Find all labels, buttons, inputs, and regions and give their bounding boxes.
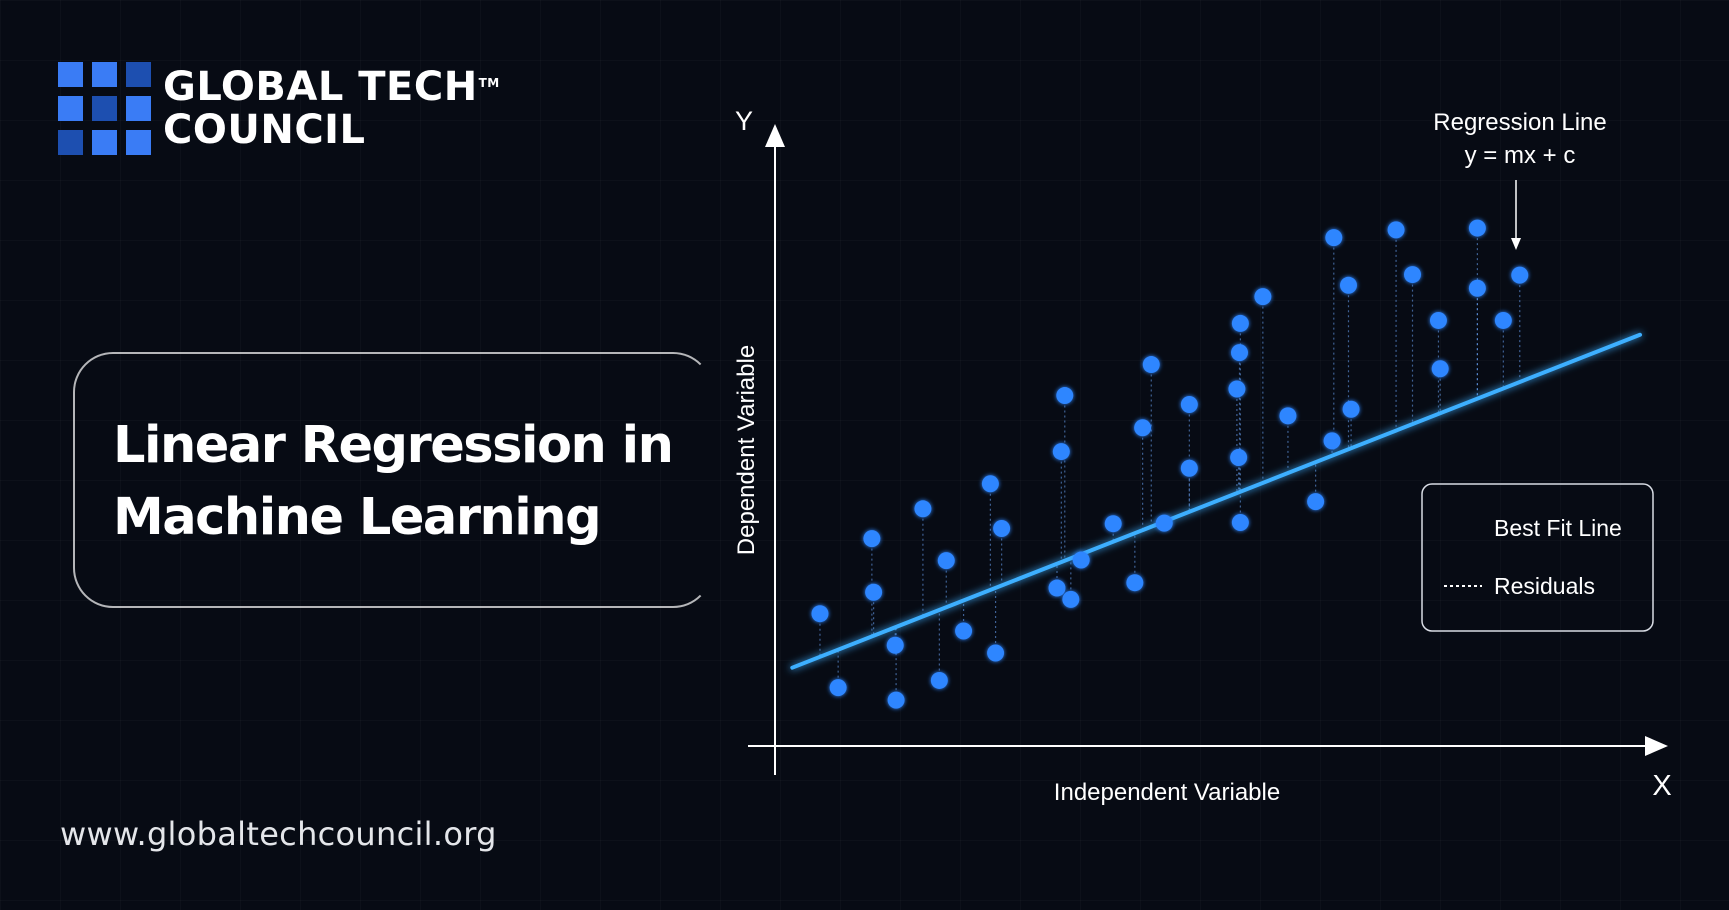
data-point xyxy=(987,644,1005,662)
data-point xyxy=(1134,419,1152,437)
data-point xyxy=(1468,219,1486,237)
x-axis-arrowhead xyxy=(1645,736,1668,756)
data-point xyxy=(1231,514,1249,531)
data-point xyxy=(914,500,932,518)
data-point xyxy=(1072,551,1090,569)
data-point xyxy=(1056,387,1074,405)
x-axis-letter: X xyxy=(1652,770,1671,802)
brand-name-line2: COUNCIL xyxy=(163,106,366,153)
annotation-title: Regression Line xyxy=(1433,109,1606,136)
title-frame xyxy=(73,352,713,608)
data-point xyxy=(1231,344,1249,362)
annotation-equation: y = mx + c xyxy=(1465,142,1576,169)
data-point xyxy=(981,475,999,493)
logo-square xyxy=(58,130,83,155)
data-point xyxy=(993,519,1011,537)
data-point xyxy=(1180,459,1198,477)
data-point xyxy=(955,622,973,640)
data-point xyxy=(930,671,948,689)
data-point xyxy=(1126,574,1144,592)
data-point xyxy=(1142,356,1160,374)
logo-mark-icon xyxy=(58,62,151,155)
y-axis-arrowhead xyxy=(765,124,785,147)
logo-square xyxy=(58,62,83,87)
logo-square xyxy=(58,96,83,121)
title-line2: Machine Learning xyxy=(113,488,602,547)
data-point xyxy=(1228,380,1246,398)
regression-line xyxy=(790,332,1642,670)
legend-label-best-fit: Best Fit Line xyxy=(1494,515,1622,541)
data-point xyxy=(1180,395,1198,413)
data-point xyxy=(1254,288,1272,306)
legend-label-residuals: Residuals xyxy=(1494,573,1595,599)
data-point xyxy=(1387,221,1405,239)
data-point xyxy=(1404,266,1422,284)
data-point xyxy=(829,679,847,697)
x-axis-label: Independent Variable xyxy=(1054,779,1280,806)
logo-square xyxy=(126,96,151,121)
logo-square xyxy=(92,96,117,121)
y-axis-letter: Y xyxy=(735,106,753,136)
page-title: Linear Regression in Machine Learning xyxy=(113,410,733,554)
data-point xyxy=(1279,407,1297,425)
data-point xyxy=(1307,493,1325,511)
title-line1: Linear Regression in xyxy=(113,416,674,475)
website-url: www.globaltechcouncil.org xyxy=(60,815,497,853)
data-point xyxy=(1511,266,1529,284)
brand-logo: GLOBAL TECH COUNCIL TM xyxy=(58,62,499,155)
data-point xyxy=(1468,279,1486,297)
data-point xyxy=(1431,360,1449,378)
data-point xyxy=(1048,579,1066,597)
data-point xyxy=(1339,276,1357,294)
data-point xyxy=(1494,311,1512,329)
residuals-group xyxy=(819,228,1521,701)
legend: Best Fit Line Residuals xyxy=(1421,483,1654,632)
data-point xyxy=(887,691,905,709)
logo-square xyxy=(92,62,117,87)
data-point xyxy=(1323,432,1341,450)
data-point xyxy=(1062,590,1080,608)
data-point xyxy=(1104,515,1122,533)
data-point xyxy=(1155,514,1173,532)
data-point xyxy=(1231,314,1249,332)
brand-name-line1: GLOBAL TECH xyxy=(163,63,478,110)
legend-box xyxy=(1421,483,1654,632)
logo-square xyxy=(92,130,117,155)
data-point xyxy=(1052,443,1070,461)
data-point xyxy=(937,552,955,570)
data-point xyxy=(1342,400,1360,418)
data-point xyxy=(1429,311,1447,329)
data-point xyxy=(811,605,829,623)
y-axis-label: Dependent Variable xyxy=(733,345,760,555)
data-point xyxy=(865,583,883,601)
logo-square xyxy=(126,62,151,87)
data-point xyxy=(1325,229,1343,247)
data-points xyxy=(811,219,1529,709)
brand-name: GLOBAL TECH COUNCIL TM xyxy=(163,63,499,153)
logo-square xyxy=(126,130,151,155)
data-point xyxy=(886,636,904,654)
trademark-symbol: TM xyxy=(478,75,500,90)
data-point xyxy=(863,530,881,548)
data-point xyxy=(1230,449,1248,467)
annotation-pointer-arrowhead xyxy=(1511,238,1521,250)
